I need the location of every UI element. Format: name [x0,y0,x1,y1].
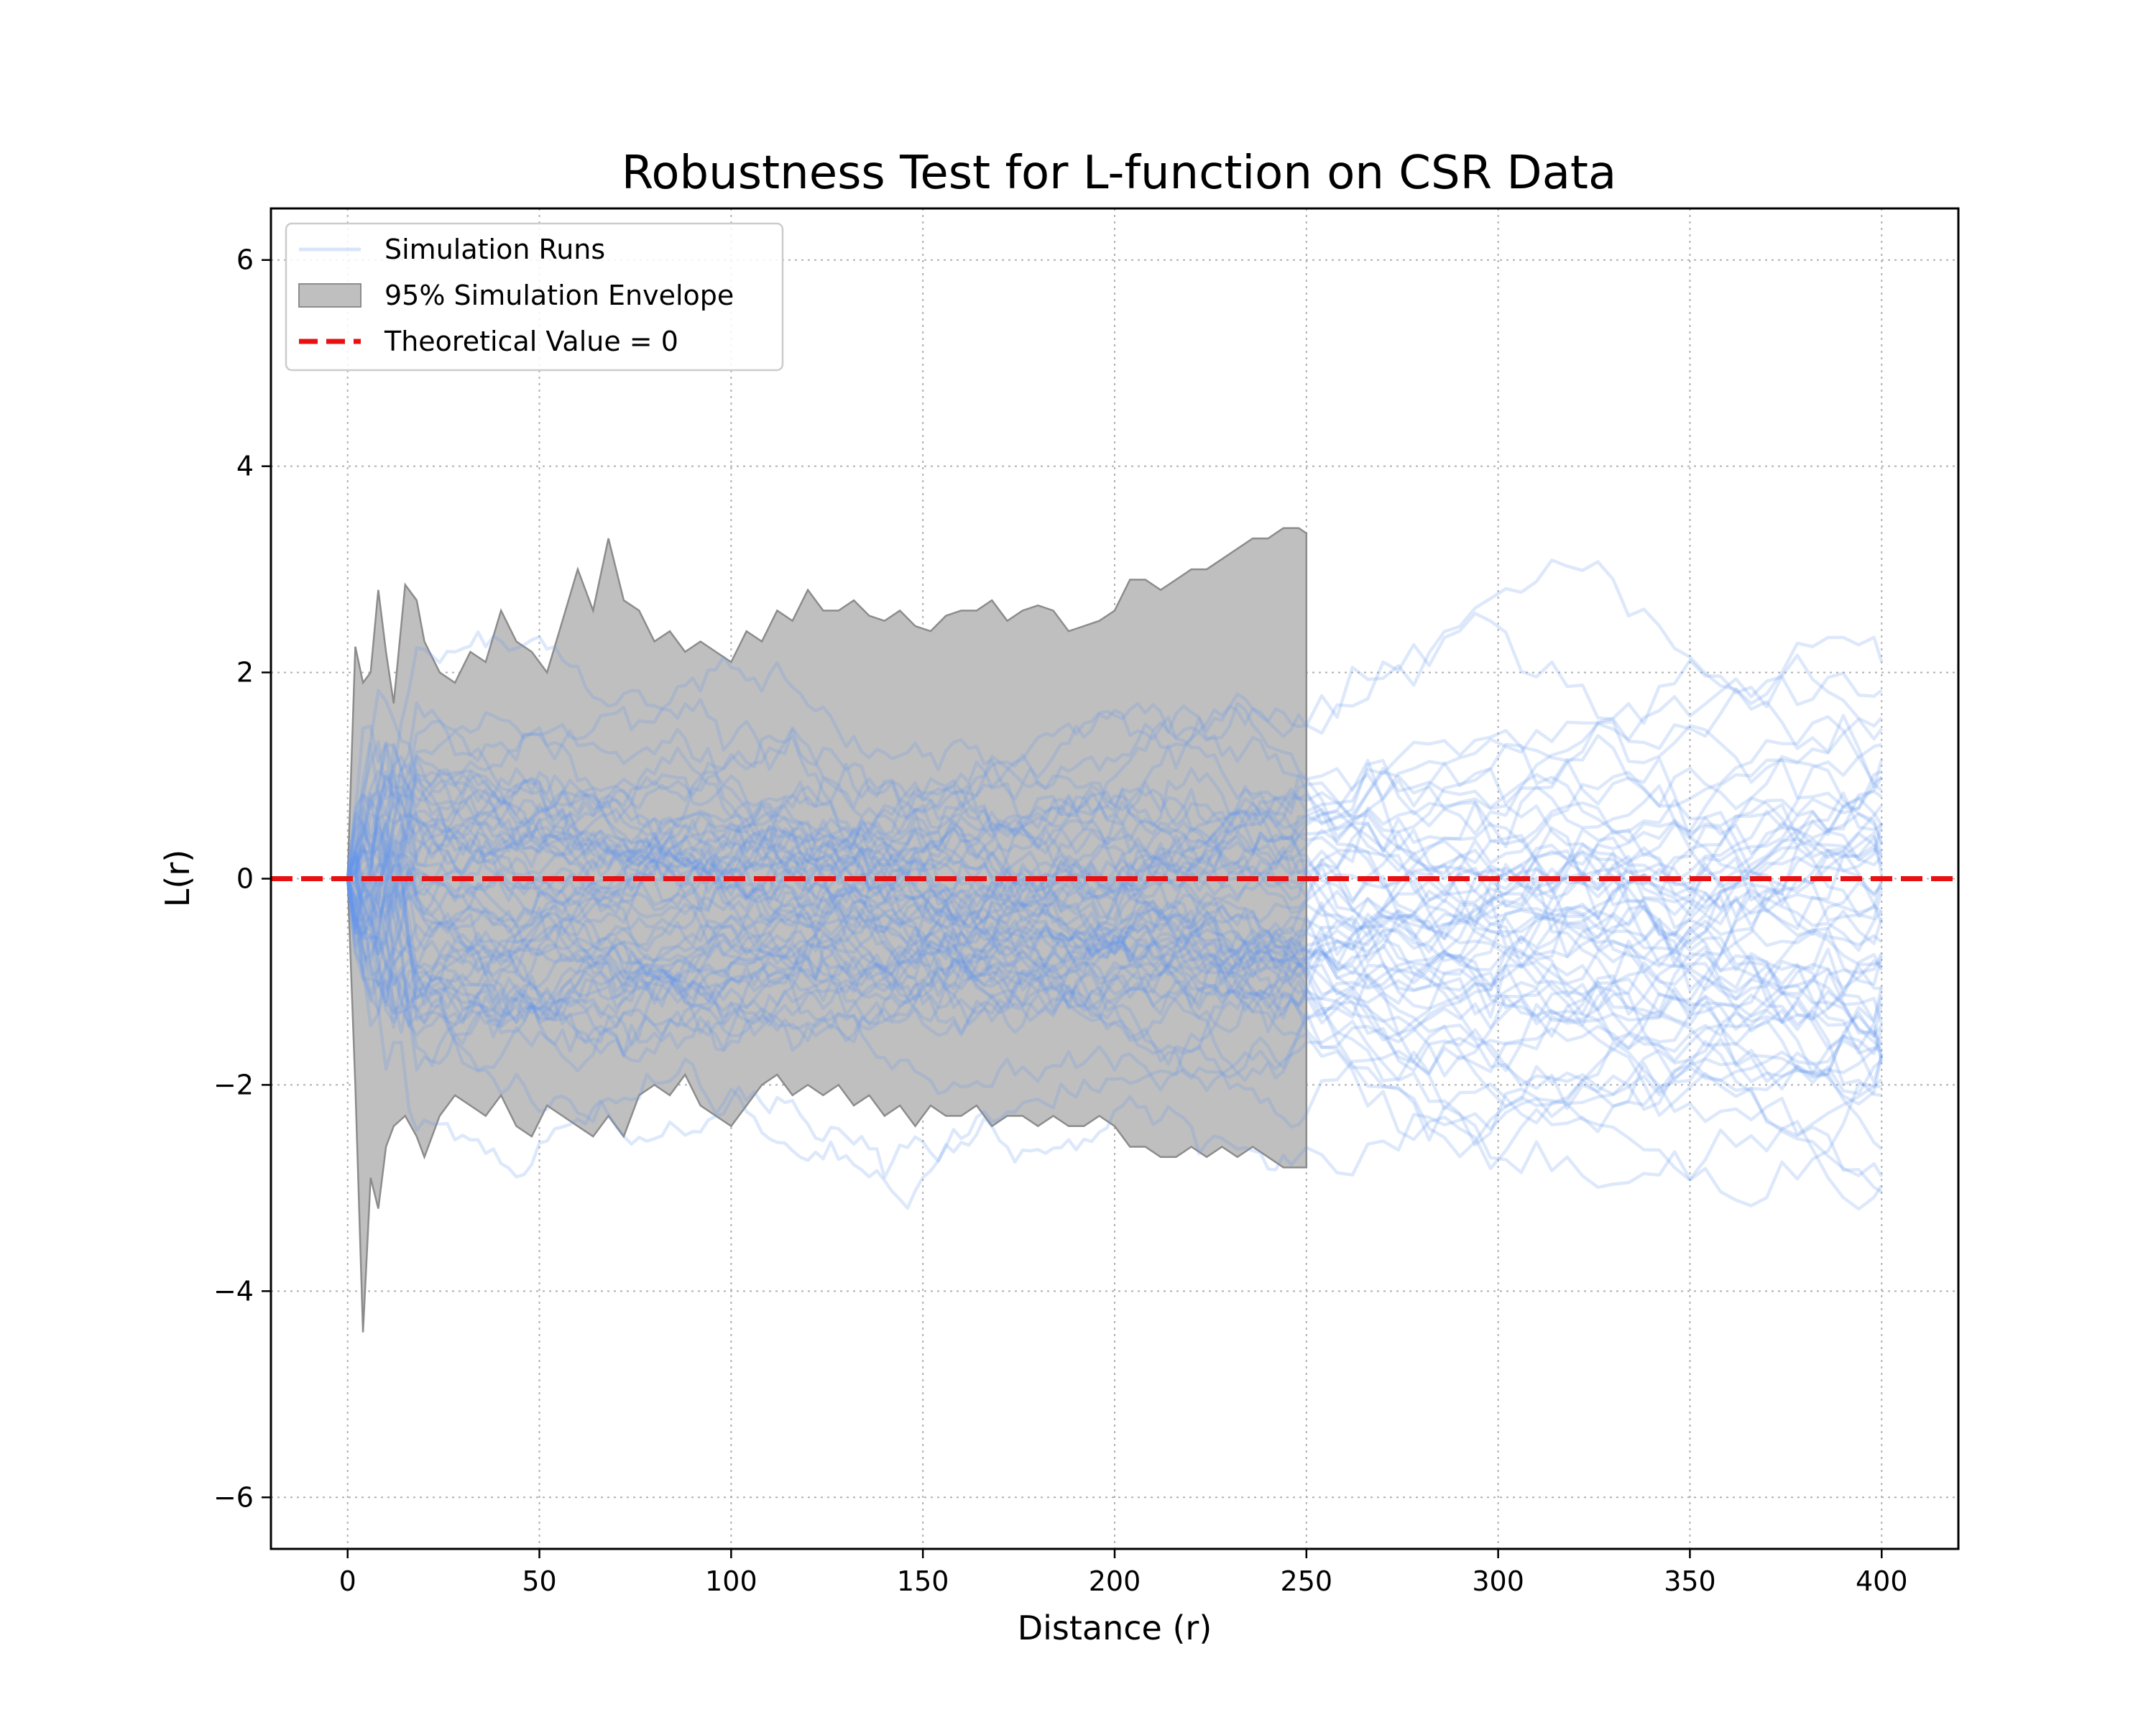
simulation-run-line [346,834,1884,1177]
y-tick-label: 0 [236,863,254,895]
y-tick-label: 2 [236,657,254,689]
simulation-run-line [346,809,1883,992]
simulation-run-line [346,702,1884,937]
simulation-run-line [346,784,1884,981]
simulation-run-line [346,630,1884,905]
simulation-run-line [346,755,1884,1075]
y-tick-label: −4 [213,1275,254,1307]
simulation-run-line [346,689,1884,1037]
simulation-run-line [346,869,1883,1052]
simulation-run-line [346,776,1884,1056]
simulation-run-line [346,825,1883,962]
simulation-run-line [346,701,1884,1027]
simulation-run-line [346,742,1883,915]
simulation-run-line [346,826,1883,1055]
simulation-run-line [346,873,1884,1211]
simulation-run-line [346,877,1884,1044]
simulation-run-line [346,811,1883,1151]
simulation-run-line [346,671,1883,1029]
simulation-runs [346,558,1884,1211]
legend-swatch-envelope [298,283,361,308]
legend-label: Theoretical Value = 0 [384,326,678,357]
y-axis-label: L(r) [158,850,197,907]
axis-ticks: 0 50 100 150 200 250 300 350 400 −6 −4 −2 0 2 4 6 [213,244,1908,1597]
simulation-run-line [346,742,1883,924]
y-tick-label: 6 [236,244,254,276]
simulation-run-line [346,868,1884,1051]
simulation-envelope [346,527,1308,1333]
simulation-run-line [346,878,1884,1111]
simulation-run-line [346,719,1884,932]
x-tick-label: 400 [1856,1565,1908,1597]
chart-title: Robustness Test for L-function on CSR Da… [622,147,1616,200]
x-tick-label: 200 [1089,1565,1141,1597]
y-tick-label: 4 [236,451,254,482]
simulation-run-line [346,734,1883,944]
simulation-run-line [346,612,1884,880]
simulation-run-line [346,849,1884,1003]
simulation-run-line [346,825,1884,1096]
y-tick-label: −2 [213,1069,254,1100]
legend-box [285,222,784,372]
simulation-run-line [346,832,1884,1037]
legend: Simulation Runs 95% Simulation Envelope Th… [285,222,784,372]
simulation-run-line [346,858,1884,1210]
x-tick-label: 100 [705,1565,757,1597]
simulation-run-line [346,796,1884,1018]
x-tick-label: 0 [339,1565,356,1597]
simulation-run-line [346,768,1884,978]
simulation-run-line [346,755,1884,965]
x-tick-label: 300 [1472,1565,1524,1597]
simulation-run-line [346,797,1884,952]
simulation-run-line [346,812,1884,1077]
simulation-run-line [346,868,1883,1194]
simulation-run-line [346,834,1883,1006]
simulation-run-line [346,653,1883,1067]
simulation-run-line [346,810,1884,1044]
simulation-run-line [346,711,1883,1159]
x-axis-label: Distance (r) [1018,1609,1212,1647]
simulation-run-line [346,844,1884,1082]
simulation-run-line [346,799,1883,940]
simulation-run-line [346,785,1884,927]
simulation-run-line [346,776,1884,973]
legend-label: 95% Simulation Envelope [384,280,734,311]
simulation-run-line [346,874,1882,1098]
simulation-run-line [346,878,1882,1208]
envelope-area [346,527,1308,1333]
simulation-run-line [346,855,1884,1034]
y-tick-label: −6 [213,1481,254,1513]
simulation-run-line [346,868,1883,1075]
simulation-run-line [346,789,1883,950]
x-tick-label: 250 [1281,1565,1333,1597]
legend-label: Simulation Runs [384,234,605,265]
x-tick-label: 50 [522,1565,556,1597]
simulation-run-line [346,714,1882,901]
x-tick-label: 350 [1664,1565,1716,1597]
x-tick-label: 150 [897,1565,949,1597]
simulation-run-line [346,770,1882,1021]
simulation-run-line [346,730,1884,970]
simulation-run-line [346,768,1884,910]
simulation-run-line [346,717,1884,1028]
simulation-run-line [346,840,1883,1037]
simulation-run-line [346,878,1884,1057]
simulation-run-line [346,782,1883,1179]
simulation-run-line [346,742,1884,1062]
simulation-run-line [346,870,1883,1095]
simulation-run-line [346,878,1884,1170]
